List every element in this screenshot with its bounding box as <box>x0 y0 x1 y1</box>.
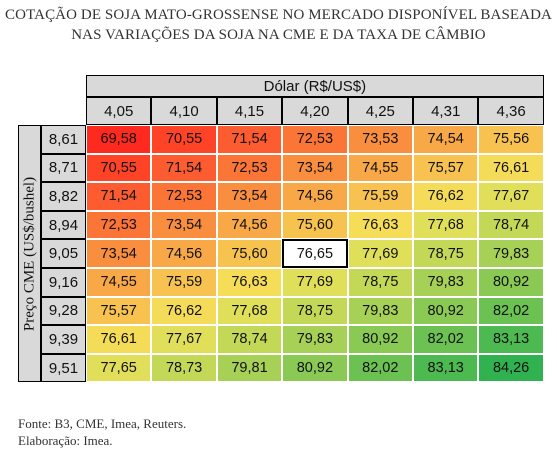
heatmap-cell: 76,63 <box>216 268 283 297</box>
heatmap-cell: 77,65 <box>86 353 152 383</box>
heatmap-cell: 69,58 <box>86 125 152 154</box>
heatmap-cell: 79,83 <box>282 325 348 354</box>
heatmap-cell: 73,54 <box>86 239 152 268</box>
column-header: 4,36 <box>478 97 544 125</box>
heatmap-cell: 77,69 <box>347 239 413 268</box>
heatmap-cell: 79,81 <box>216 353 283 383</box>
highlighted-cell: 76,65 <box>282 239 348 268</box>
heatmap-cell: 72,53 <box>151 182 217 211</box>
heatmap-cell: 79,83 <box>478 239 544 268</box>
heatmap-cell: 75,59 <box>151 268 217 297</box>
heatmap-cell: 76,61 <box>86 325 152 354</box>
row-header: 9,39 <box>41 325 86 354</box>
heatmap-cell: 74,54 <box>413 125 479 154</box>
heatmap-cell: 80,92 <box>478 268 544 297</box>
heatmap-cell: 72,53 <box>282 125 348 154</box>
heatmap-cell: 75,56 <box>478 125 544 154</box>
heatmap-cell: 78,74 <box>478 210 544 240</box>
heatmap-cell: 80,92 <box>413 296 479 326</box>
heatmap-cell: 79,83 <box>413 268 479 297</box>
heatmap-cell: 84,26 <box>478 353 544 383</box>
row-header: 8,94 <box>41 210 86 240</box>
chart-title-line-1: COTAÇÃO DE SOJA MATO-GROSSENSE NO MERCAD… <box>5 7 552 23</box>
heatmap-cell: 80,92 <box>347 325 413 354</box>
chart-title-line-2: NAS VARIAÇÕES DA SOJA NA CME E DA TAXA D… <box>71 27 486 43</box>
heatmap-cell: 74,56 <box>216 210 283 240</box>
heatmap-cell: 73,53 <box>347 125 413 154</box>
heatmap-cell: 73,54 <box>216 182 283 211</box>
heatmap-cell: 78,75 <box>282 296 348 326</box>
row-header: 9,51 <box>41 353 86 383</box>
heatmap-cell: 83,13 <box>478 325 544 354</box>
heatmap-cell: 78,74 <box>216 325 283 354</box>
row-header: 8,61 <box>41 125 86 154</box>
heatmap-cell: 70,55 <box>86 153 152 183</box>
heatmap-cell: 75,60 <box>282 210 348 240</box>
heatmap-cell: 72,53 <box>86 210 152 240</box>
heatmap-cell: 76,62 <box>413 182 479 211</box>
row-header: 9,05 <box>41 239 86 268</box>
heatmap-cell: 74,56 <box>151 239 217 268</box>
heatmap-cell: 80,92 <box>282 353 348 383</box>
heatmap-cell: 78,75 <box>347 268 413 297</box>
heatmap-cell: 75,57 <box>413 153 479 183</box>
heatmap-cell: 74,56 <box>282 182 348 211</box>
heatmap-cell: 77,69 <box>282 268 348 297</box>
heatmap-cell: 77,67 <box>478 182 544 211</box>
row-header: 9,16 <box>41 268 86 297</box>
heatmap-cell: 82,02 <box>478 296 544 326</box>
row-header: 8,82 <box>41 182 86 211</box>
heatmap-cell: 78,73 <box>151 353 217 383</box>
heatmap-cell: 82,02 <box>347 353 413 383</box>
y-axis-title: Preço CME (US$/bushel) <box>18 125 41 383</box>
footer-credit: Elaboração: Imea. <box>18 433 113 448</box>
heatmap-cell: 75,57 <box>86 296 152 326</box>
heatmap-cell: 82,02 <box>413 325 479 354</box>
x-axis-title: Dólar (R$/US$) <box>86 75 544 97</box>
footer-source: Fonte: B3, CME, Imea, Reuters. <box>18 416 187 431</box>
heatmap-cell: 73,54 <box>282 153 348 183</box>
heatmap-cell: 75,60 <box>216 239 283 268</box>
column-header: 4,05 <box>86 97 152 125</box>
heatmap-cell: 77,68 <box>216 296 283 326</box>
heatmap-cell: 70,55 <box>151 125 217 154</box>
heatmap-cell: 78,75 <box>413 239 479 268</box>
column-header: 4,20 <box>282 97 348 125</box>
heatmap-cell: 83,13 <box>413 353 479 383</box>
heatmap-cell: 74,55 <box>86 268 152 297</box>
heatmap-cell: 71,54 <box>216 125 283 154</box>
row-header: 8,71 <box>41 153 86 183</box>
heatmap-cell: 79,83 <box>347 296 413 326</box>
heatmap-cell: 72,53 <box>216 153 283 183</box>
column-header: 4,25 <box>347 97 413 125</box>
heatmap-cell: 76,63 <box>347 210 413 240</box>
column-header: 4,15 <box>216 97 283 125</box>
heatmap-cell: 73,54 <box>151 210 217 240</box>
row-header: 9,28 <box>41 296 86 326</box>
heatmap-cell: 77,67 <box>151 325 217 354</box>
heatmap-cell: 75,59 <box>347 182 413 211</box>
column-header: 4,31 <box>413 97 479 125</box>
heatmap-cell: 71,54 <box>86 182 152 211</box>
heatmap-cell: 74,55 <box>347 153 413 183</box>
y-axis-title-text: Preço CME (US$/bushel) <box>21 176 37 331</box>
heatmap-cell: 76,61 <box>478 153 544 183</box>
heatmap-cell: 76,62 <box>151 296 217 326</box>
heatmap-cell: 77,68 <box>413 210 479 240</box>
column-header: 4,10 <box>151 97 217 125</box>
heatmap-cell: 71,54 <box>151 153 217 183</box>
